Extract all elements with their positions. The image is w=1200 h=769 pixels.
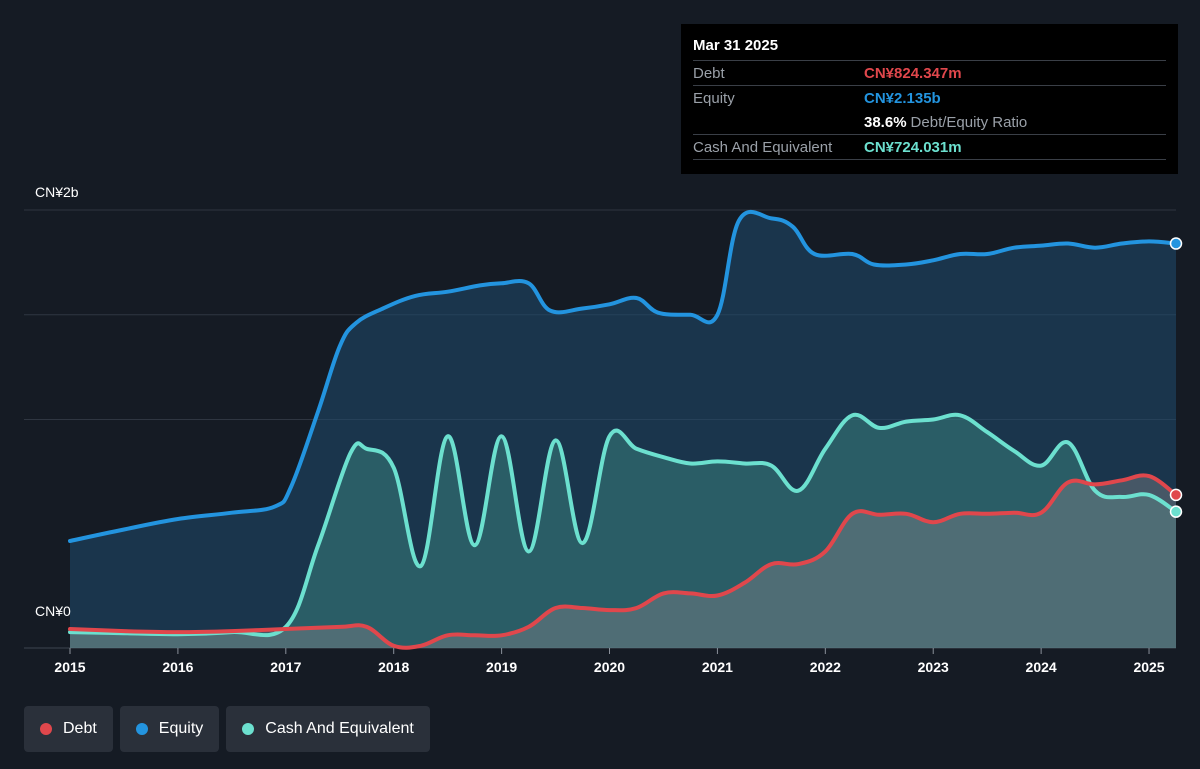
tooltip-row-ratio: 38.6% Debt/Equity Ratio (693, 110, 1166, 134)
cash-and-equivalent-endpoint (1169, 505, 1183, 518)
tooltip-row-cash: Cash And Equivalent CN¥724.031m (693, 134, 1166, 160)
x-tick-label-2: 2017 (270, 659, 301, 675)
legend-label-equity: Equity (158, 720, 204, 737)
y-tick-label-1: CN¥0 (35, 603, 71, 619)
tooltip-ratio-value: 38.6% (864, 113, 907, 131)
cash-and-equivalent-area (70, 414, 1176, 648)
legend-item-cash[interactable]: Cash And Equivalent (226, 706, 430, 752)
x-tick-label-3: 2018 (378, 659, 409, 675)
equity-endpoint (1169, 237, 1183, 250)
cash-dot-icon (242, 723, 255, 735)
tooltip-debt-value: CN¥824.347m (864, 64, 962, 82)
y-tick-label-0: CN¥2b (35, 184, 79, 200)
tooltip-debt-label: Debt (693, 64, 725, 82)
cash-and-equivalent-line (68, 412, 1178, 638)
x-tick-label-5: 2020 (594, 659, 625, 675)
legend-label-debt: Debt (63, 720, 97, 737)
debt-line (68, 473, 1178, 650)
series-endpoints (1169, 237, 1183, 518)
x-tick-label-7: 2022 (810, 659, 841, 675)
debt-dot-icon (40, 723, 52, 735)
x-tick-label-6: 2021 (702, 659, 733, 675)
tooltip-equity-value: CN¥2.135b (864, 89, 941, 107)
legend: Debt Equity Cash And Equivalent (24, 706, 430, 752)
tooltip-ratio-label: Debt/Equity Ratio (910, 113, 1028, 131)
equity-area (70, 211, 1176, 649)
debt-area (70, 475, 1176, 648)
tooltip-cash-value: CN¥724.031m (864, 138, 962, 156)
legend-item-equity[interactable]: Equity (119, 706, 220, 752)
tooltip-date: Mar 31 2025 (693, 37, 779, 54)
tooltip-row-equity: Equity CN¥2.135b (693, 85, 1166, 110)
y-axis: CN¥2b CN¥0 (35, 184, 79, 619)
legend-label-cash: Cash And Equivalent (265, 720, 414, 737)
x-tick-label-9: 2024 (1026, 659, 1057, 675)
x-tick-label-10: 2025 (1133, 659, 1164, 675)
tooltip-equity-label: Equity (693, 89, 735, 107)
x-tick-label-8: 2023 (918, 659, 949, 675)
equity-dot-icon (135, 723, 148, 735)
tooltip-cash-label: Cash And Equivalent (693, 138, 833, 156)
tooltip-panel: Mar 31 2025 Debt CN¥824.347m Equity CN¥2… (681, 24, 1178, 174)
x-tick-label-0: 2015 (54, 659, 85, 675)
tooltip-row-debt: Debt CN¥824.347m (693, 60, 1166, 85)
debt-endpoint (1169, 488, 1183, 502)
x-axis: 2015 2016 2017 2018 2019 2020 2021 2022 2023 2024… (54, 648, 1165, 675)
x-tick-label-4: 2019 (486, 659, 517, 675)
legend-item-debt[interactable]: Debt (24, 706, 113, 752)
series-lines (68, 209, 1178, 650)
x-tick-label-1: 2016 (162, 659, 193, 675)
equity-line (68, 209, 1178, 543)
series-areas (70, 211, 1176, 649)
